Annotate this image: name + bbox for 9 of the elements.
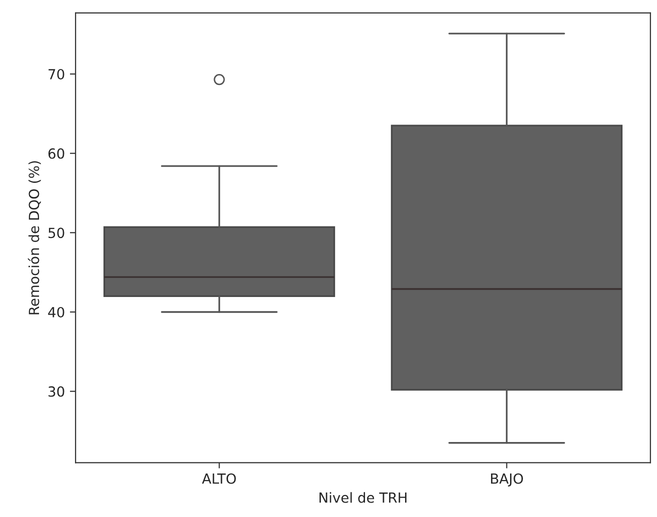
- x-axis-title: Nivel de TRH: [320, 492, 406, 503]
- x-tick-label: BAJO: [491, 473, 523, 486]
- y-tick-label: 50: [48, 228, 64, 238]
- y-axis-title: Remoción de DQO (%): [28, 161, 41, 314]
- y-tick-label: 60: [48, 148, 64, 159]
- x-tick-label: ALTO: [202, 473, 236, 484]
- y-tick-label: 30: [48, 386, 64, 397]
- y-tick-label: 70: [48, 68, 64, 80]
- y-tick-label: 40: [48, 306, 64, 318]
